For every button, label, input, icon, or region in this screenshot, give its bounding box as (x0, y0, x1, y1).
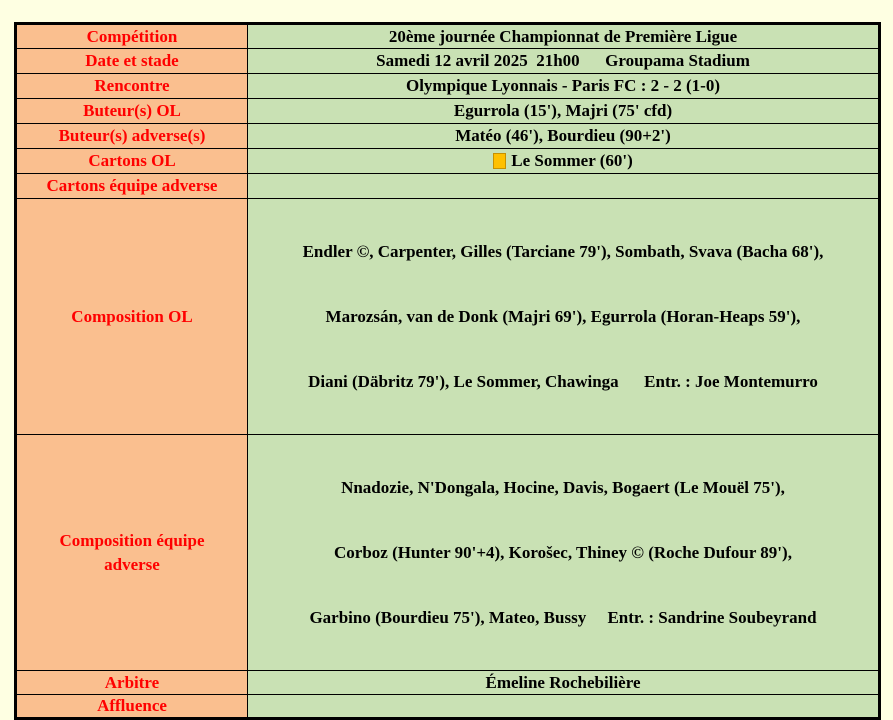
row-label-composition-ol: Composition OL (15, 198, 248, 435)
composition-adverse-label-line: Composition équipe (59, 530, 205, 550)
row-label-buteurs-ol: Buteur(s) OL (15, 98, 248, 124)
row-value-cartons-adverse (247, 173, 880, 199)
row-value-composition-adverse: Nnadozie, N'Dongala, Hocine, Davis, Boga… (247, 434, 880, 671)
row-value-competition: 20ème journée Championnat de Première Li… (247, 23, 880, 49)
row-label-cartons-adverse: Cartons équipe adverse (15, 173, 248, 199)
composition-adverse-label-line: adverse (104, 554, 160, 574)
row-value-rencontre: Olympique Lyonnais - Paris FC : 2 - 2 (1… (247, 73, 880, 99)
table-row-composition-ol: Composition OL Endler ©, Carpenter, Gill… (15, 198, 880, 435)
row-value-date-stade: Samedi 12 avril 2025 21h00 Groupama Stad… (247, 48, 880, 74)
composition-ol-line: Endler ©, Carpenter, Gilles (Tarciane 79… (302, 242, 824, 261)
table-row-competition: Compétition 20ème journée Championnat de… (15, 23, 880, 49)
yellow-card-icon (493, 153, 507, 169)
row-label-buteurs-adverse: Buteur(s) adverse(s) (15, 123, 248, 149)
composition-adverse-line: Corboz (Hunter 90'+4), Korošec, Thiney ©… (334, 543, 792, 562)
composition-ol-line: Marozsán, van de Donk (Majri 69'), Egurr… (325, 307, 801, 326)
table-row-composition-adverse: Composition équipe adverse Nnadozie, N'D… (15, 434, 880, 671)
composition-adverse-line: Nnadozie, N'Dongala, Hocine, Davis, Boga… (341, 478, 785, 497)
composition-adverse-line: Garbino (Bourdieu 75'), Mateo, Bussy Ent… (309, 608, 817, 627)
row-value-cartons-ol: Le Sommer (60') (247, 148, 880, 174)
row-value-composition-ol: Endler ©, Carpenter, Gilles (Tarciane 79… (247, 198, 880, 435)
row-value-arbitre: Émeline Rochebilière (247, 670, 880, 695)
row-label-rencontre: Rencontre (15, 73, 248, 99)
row-label-affluence: Affluence (15, 694, 248, 719)
row-label-competition: Compétition (15, 23, 248, 49)
table-row-affluence: Affluence (15, 694, 880, 719)
row-value-buteurs-adverse: Matéo (46'), Bourdieu (90+2') (247, 123, 880, 149)
row-value-affluence (247, 694, 880, 719)
page-background: { "colors": { "page_bg": "#FEFFE2", "lab… (14, 22, 881, 720)
table-row-rencontre: Rencontre Olympique Lyonnais - Paris FC … (15, 73, 880, 99)
carded-player-text: Le Sommer (60') (511, 151, 633, 170)
row-label-date-stade: Date et stade (15, 48, 248, 74)
composition-ol-line: Diani (Däbritz 79'), Le Sommer, Chawinga… (308, 372, 818, 391)
row-label-arbitre: Arbitre (15, 670, 248, 695)
table-row-arbitre: Arbitre Émeline Rochebilière (15, 670, 880, 695)
table-row-buteurs-adverse: Buteur(s) adverse(s) Matéo (46'), Bourdi… (15, 123, 880, 149)
table-row-cartons-adverse: Cartons équipe adverse (15, 173, 880, 199)
table-row-cartons-ol: Cartons OL Le Sommer (60') (15, 148, 880, 174)
row-value-buteurs-ol: Egurrola (15'), Majri (75' cfd) (247, 98, 880, 124)
match-info-table: Compétition 20ème journée Championnat de… (14, 22, 881, 720)
row-label-cartons-ol: Cartons OL (15, 148, 248, 174)
table-row-date-stade: Date et stade Samedi 12 avril 2025 21h00… (15, 48, 880, 74)
table-row-buteurs-ol: Buteur(s) OL Egurrola (15'), Majri (75' … (15, 98, 880, 124)
row-label-composition-adverse: Composition équipe adverse (15, 434, 248, 671)
